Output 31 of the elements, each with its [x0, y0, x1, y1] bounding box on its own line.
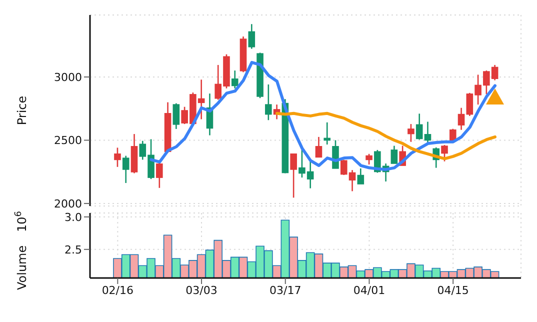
candlestick [290, 153, 297, 198]
candlestick [366, 153, 372, 166]
candlestick [424, 121, 432, 144]
candlestick [441, 144, 448, 162]
y-tick-label: 2.5 [64, 243, 82, 256]
y-tick-label: 2500 [54, 134, 82, 148]
candlestick [156, 162, 163, 189]
candlestick [449, 128, 456, 142]
candlestick [231, 70, 238, 90]
candlestick [416, 113, 423, 140]
candlestick [408, 123, 414, 143]
x-tick-label: 04/15 [437, 284, 469, 297]
x-tick-label: 02/16 [102, 284, 134, 297]
y-axis-title: Volume [15, 245, 29, 290]
candlestick [248, 23, 256, 50]
candlestick [114, 147, 121, 168]
candlestick [315, 136, 322, 158]
x-tick-label: 03/17 [270, 284, 302, 297]
y-tick-label: 2000 [54, 197, 82, 210]
y-tick-label: 3000 [54, 70, 82, 84]
candlestick [324, 122, 331, 146]
x-tick-label: 04/01 [353, 284, 386, 297]
candlestick [357, 168, 364, 185]
candlestick [458, 107, 465, 131]
y-tick-label: 3.0 [64, 210, 82, 224]
candlestick [265, 84, 272, 121]
candlestick [122, 155, 130, 184]
candlestick [390, 145, 398, 164]
candlestick [172, 102, 180, 130]
x-tick-label: 03/03 [186, 284, 218, 297]
y-axis-title: Price [15, 96, 29, 126]
